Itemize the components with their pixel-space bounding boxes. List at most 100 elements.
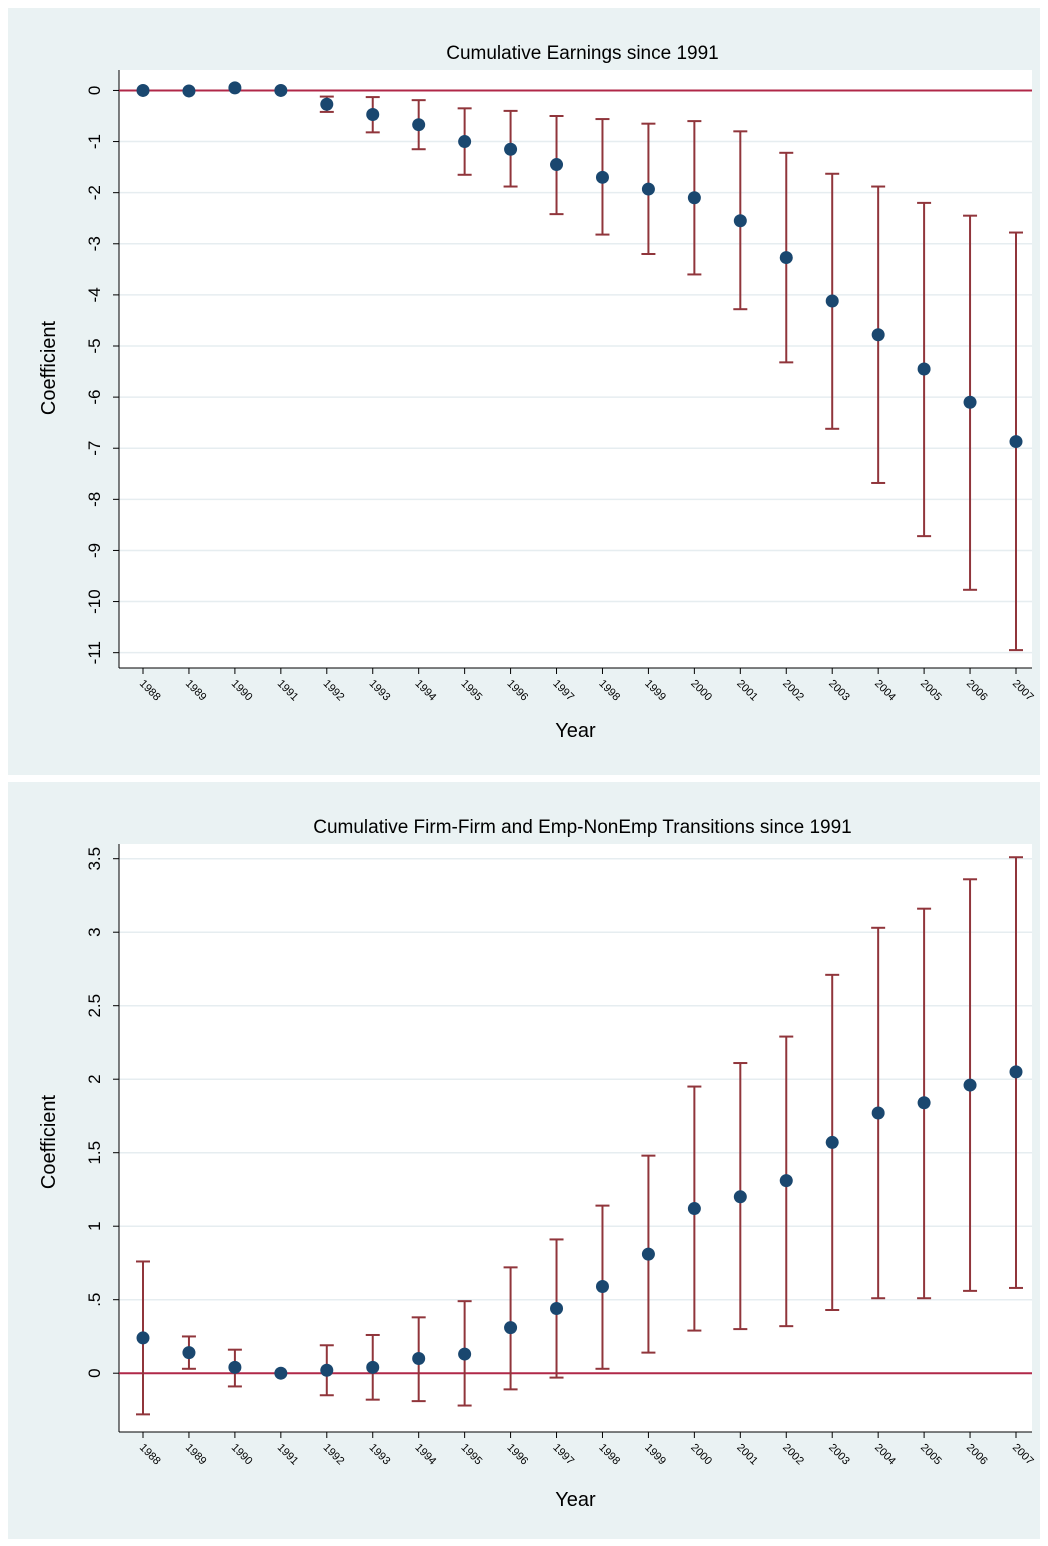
data-point <box>733 214 747 228</box>
x-tick-label: 1992 <box>321 1442 347 1468</box>
x-tick-label: 2005 <box>918 678 944 704</box>
x-tick-label: 1990 <box>229 1442 255 1468</box>
x-tick-label: 1989 <box>183 1442 209 1468</box>
x-tick-label: 1992 <box>321 678 347 704</box>
x-tick-label: 2000 <box>688 1442 714 1468</box>
chart-title: Cumulative Earnings since 1991 <box>446 43 719 64</box>
x-tick-label: 1999 <box>642 1442 668 1468</box>
y-tick-label: -11 <box>85 641 104 664</box>
chart-title: Cumulative Firm-Firm and Emp-NonEmp Tran… <box>313 817 852 838</box>
x-tick-label: 1999 <box>642 678 668 704</box>
x-tick-label: 1988 <box>137 1442 163 1468</box>
x-tick-label: 2003 <box>826 678 852 704</box>
data-point <box>733 1190 747 1204</box>
data-point <box>320 97 334 111</box>
data-point <box>550 1302 564 1316</box>
y-tick-label: -1 <box>85 134 104 149</box>
y-tick-label: 2 <box>85 1074 104 1083</box>
y-tick-label: 2.5 <box>85 994 104 1018</box>
data-point <box>228 1360 242 1374</box>
data-point <box>182 84 196 98</box>
x-tick-label: 2001 <box>734 1442 760 1468</box>
x-tick-label: 1991 <box>275 678 301 704</box>
x-tick-label: 1996 <box>504 1442 530 1468</box>
data-point <box>871 328 885 342</box>
y-tick-label: -10 <box>85 589 104 614</box>
y-tick-label: 0 <box>85 1368 104 1377</box>
x-tick-label: 1998 <box>596 678 622 704</box>
data-point <box>182 1346 196 1360</box>
x-tick-label: 1997 <box>550 678 576 704</box>
data-point <box>825 1135 839 1149</box>
y-tick-label: 3 <box>85 927 104 936</box>
y-tick-label: 1.5 <box>85 1141 104 1165</box>
x-tick-label: 1989 <box>183 678 209 704</box>
data-point <box>641 182 655 196</box>
data-point <box>366 107 380 121</box>
data-point <box>136 1331 150 1345</box>
x-tick-label: 1994 <box>413 1442 439 1468</box>
data-point <box>917 1096 931 1110</box>
data-point <box>825 294 839 308</box>
x-tick-label: 2001 <box>734 678 760 704</box>
x-tick-label: 2004 <box>872 1442 898 1468</box>
data-point <box>412 118 426 132</box>
data-point <box>274 83 288 97</box>
x-tick-label: 2007 <box>1010 678 1036 704</box>
data-point <box>687 191 701 205</box>
plot-area <box>119 844 1032 1432</box>
data-point <box>779 251 793 265</box>
data-point <box>412 1352 426 1365</box>
data-point <box>274 1366 288 1380</box>
y-tick-label: 0 <box>85 86 104 95</box>
data-point <box>687 1202 701 1216</box>
x-tick-label: 2007 <box>1010 1442 1036 1468</box>
x-tick-label: 1993 <box>367 1442 393 1468</box>
y-axis-label: Coefficient <box>38 320 60 415</box>
transitions-chart-svg: 0 .5 1 1.5 2 2.5 3 3.5 1988 1989 1990 1991 1992 1993 1… <box>38 817 1036 1511</box>
x-tick-label: 1988 <box>137 678 163 704</box>
data-point <box>228 81 242 95</box>
chart-panel-transitions: 0 .5 1 1.5 2 2.5 3 3.5 1988 1989 1990 1991 1992 1993 1… <box>8 782 1040 1539</box>
x-axis-label: Year <box>555 720 596 742</box>
x-tick-label: 1993 <box>367 678 393 704</box>
data-point <box>504 1321 518 1335</box>
data-point <box>504 142 518 156</box>
data-point <box>1009 1065 1023 1079</box>
x-tick-label: 1991 <box>275 1442 301 1468</box>
y-tick-label: -2 <box>85 185 104 200</box>
x-tick-label: 1994 <box>413 678 439 704</box>
data-point <box>871 1106 885 1120</box>
x-tick-label: 1995 <box>459 678 485 704</box>
data-point <box>779 1174 793 1188</box>
y-tick-label: -9 <box>85 543 104 558</box>
y-tick-label: .5 <box>85 1293 104 1307</box>
x-tick-label: 1997 <box>550 1442 576 1468</box>
data-point <box>320 1363 334 1377</box>
data-point <box>595 1279 609 1293</box>
x-tick-label: 1996 <box>504 678 530 704</box>
data-point <box>641 1247 655 1261</box>
y-axis-label: Coefficient <box>38 1094 60 1189</box>
x-tick-label: 2002 <box>780 1442 806 1468</box>
x-tick-label: 2006 <box>964 1442 990 1468</box>
y-tick-label: -5 <box>85 338 104 353</box>
x-tick-label: 1995 <box>459 1442 485 1468</box>
data-point <box>458 1347 472 1361</box>
data-point <box>550 158 564 172</box>
y-tick-label: -3 <box>85 236 104 251</box>
x-tick-label: 2004 <box>872 678 898 704</box>
y-tick-label: -8 <box>85 492 104 507</box>
y-tick-label: 3.5 <box>85 847 104 871</box>
data-point <box>1009 435 1023 449</box>
x-tick-label: 1990 <box>229 678 255 704</box>
y-tick-label: -4 <box>85 287 104 302</box>
x-tick-label: 2000 <box>688 678 714 704</box>
data-point <box>136 83 150 97</box>
x-tick-label: 2002 <box>780 678 806 704</box>
chart-panel-earnings: 0 -1 -2 -3 -4 -5 -6 -7 -8 -9 -10 -11 1988 1989 1990 199… <box>8 8 1040 775</box>
earnings-chart-svg: 0 -1 -2 -3 -4 -5 -6 -7 -8 -9 -10 -11 1988 1989 1990 199… <box>38 43 1036 742</box>
plot-area <box>119 70 1032 668</box>
x-axis-label: Year <box>555 1489 596 1511</box>
x-tick-label: 2003 <box>826 1442 852 1468</box>
